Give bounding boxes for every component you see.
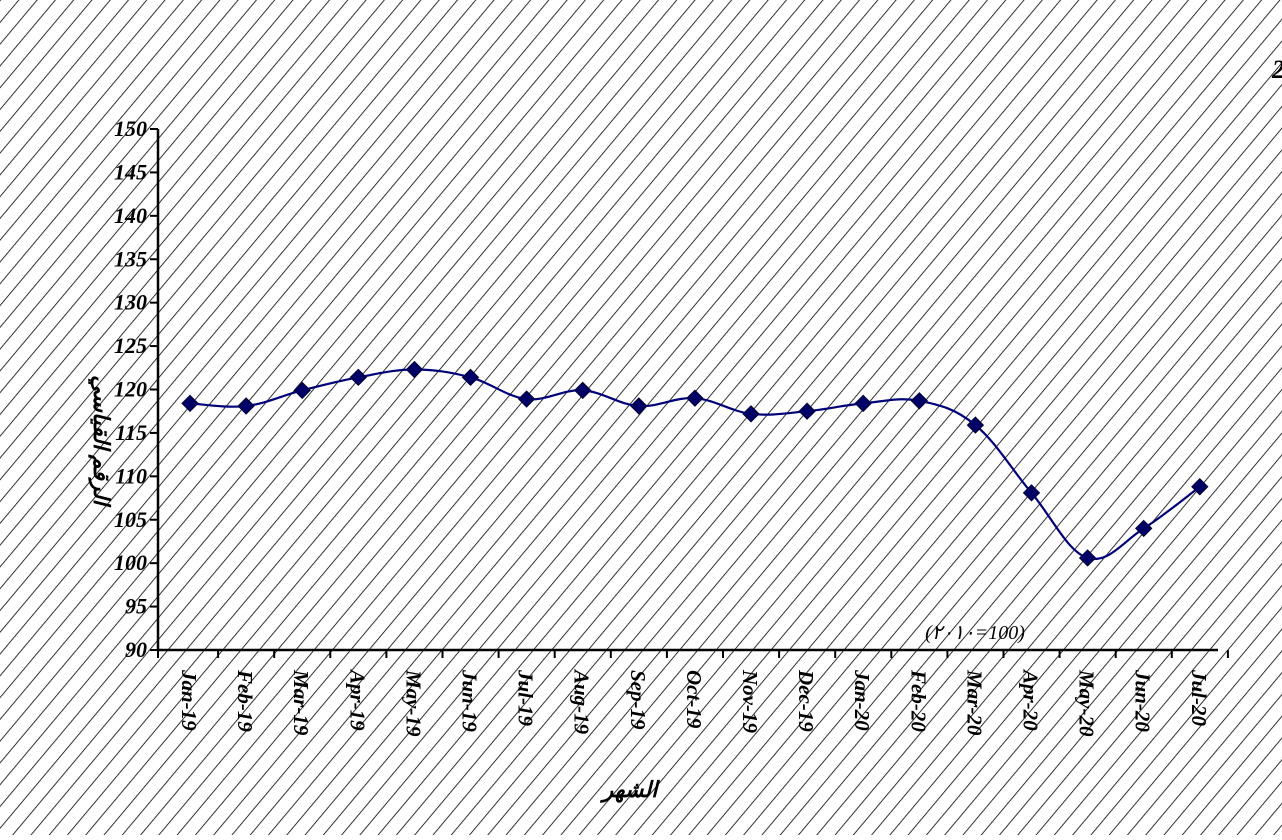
y-tick-label: 150 xyxy=(114,116,147,141)
x-tick-label: Mar-20 xyxy=(962,669,986,736)
x-tick-label: Jun-19 xyxy=(458,669,482,732)
data-point-marker xyxy=(1022,484,1041,502)
y-axis-title: الرقم القياسي xyxy=(88,375,114,508)
x-tick-label: Feb-19 xyxy=(233,669,257,732)
data-point-marker xyxy=(237,397,255,415)
x-tick-label: Dec-19 xyxy=(794,669,818,732)
data-point-marker xyxy=(910,392,929,410)
x-tick-label: Jan-19 xyxy=(177,669,201,731)
data-point-marker xyxy=(1134,519,1153,538)
data-point-marker xyxy=(854,394,872,413)
x-tick-label: Nov-19 xyxy=(738,669,762,733)
data-point-marker xyxy=(1191,478,1209,496)
y-tick-label: 120 xyxy=(114,377,147,402)
y-tick-label: 145 xyxy=(114,159,147,184)
y-tick-label: 125 xyxy=(114,333,147,358)
y-tick-label: 135 xyxy=(114,246,147,271)
y-tick-label: 140 xyxy=(114,203,147,228)
data-point-marker xyxy=(349,368,368,387)
y-tick-label: 110 xyxy=(115,463,147,488)
y-tick-label: 90 xyxy=(125,637,147,662)
data-point-marker xyxy=(461,368,480,387)
x-tick-label: Jul-19 xyxy=(514,669,538,727)
x-tick-label: May-19 xyxy=(401,669,425,737)
data-point-marker xyxy=(966,416,985,434)
series-markers xyxy=(181,360,1209,567)
data-point-marker xyxy=(630,397,648,415)
x-tick-label: Apr-20 xyxy=(1019,668,1043,731)
x-tick-label: Jul-20 xyxy=(1187,669,1211,727)
y-tick-label: 105 xyxy=(114,507,147,532)
data-point-marker xyxy=(798,402,816,420)
data-point-marker xyxy=(293,381,311,400)
data-point-marker xyxy=(181,394,199,413)
data-point-marker xyxy=(742,405,760,423)
y-tick-label: 100 xyxy=(114,550,147,575)
x-tick-label: Aug-19 xyxy=(570,668,594,735)
x-tick-label: Jan-20 xyxy=(850,669,874,731)
data-point-marker xyxy=(573,381,592,400)
x-tick-label: Feb-20 xyxy=(906,669,930,732)
x-tick-label: Apr-19 xyxy=(345,668,369,731)
x-tick-label: Jun-20 xyxy=(1131,669,1155,732)
y-axis-ticks: 90 95 100 105 110 115 120 125 130 135 140 145 150 xyxy=(114,116,158,662)
x-tick-label: Oct-19 xyxy=(682,670,706,729)
x-tick-label: May-20 xyxy=(1075,669,1099,737)
y-tick-label: 95 xyxy=(125,594,147,619)
x-tick-label: Mar-19 xyxy=(289,669,313,736)
data-point-marker xyxy=(1078,549,1097,567)
x-axis-title: الشهر xyxy=(600,777,661,803)
y-tick-label: 130 xyxy=(114,290,147,315)
y-tick-label: 115 xyxy=(115,420,147,445)
data-point-marker xyxy=(405,360,424,379)
data-point-marker xyxy=(517,390,536,408)
x-axis-ticks: Jan-19 Feb-19 Mar-19 Apr-19 May-19 Jun-19 Jul-… xyxy=(157,650,1229,737)
base-year-note: (٢٠١٠=100) xyxy=(925,622,1025,644)
x-tick-label: Sep-19 xyxy=(626,670,650,730)
chart-title: الشكل 1:الرقم القياسي لأسعار المنتجين ال… xyxy=(1271,52,1282,85)
data-point-marker xyxy=(686,389,704,407)
